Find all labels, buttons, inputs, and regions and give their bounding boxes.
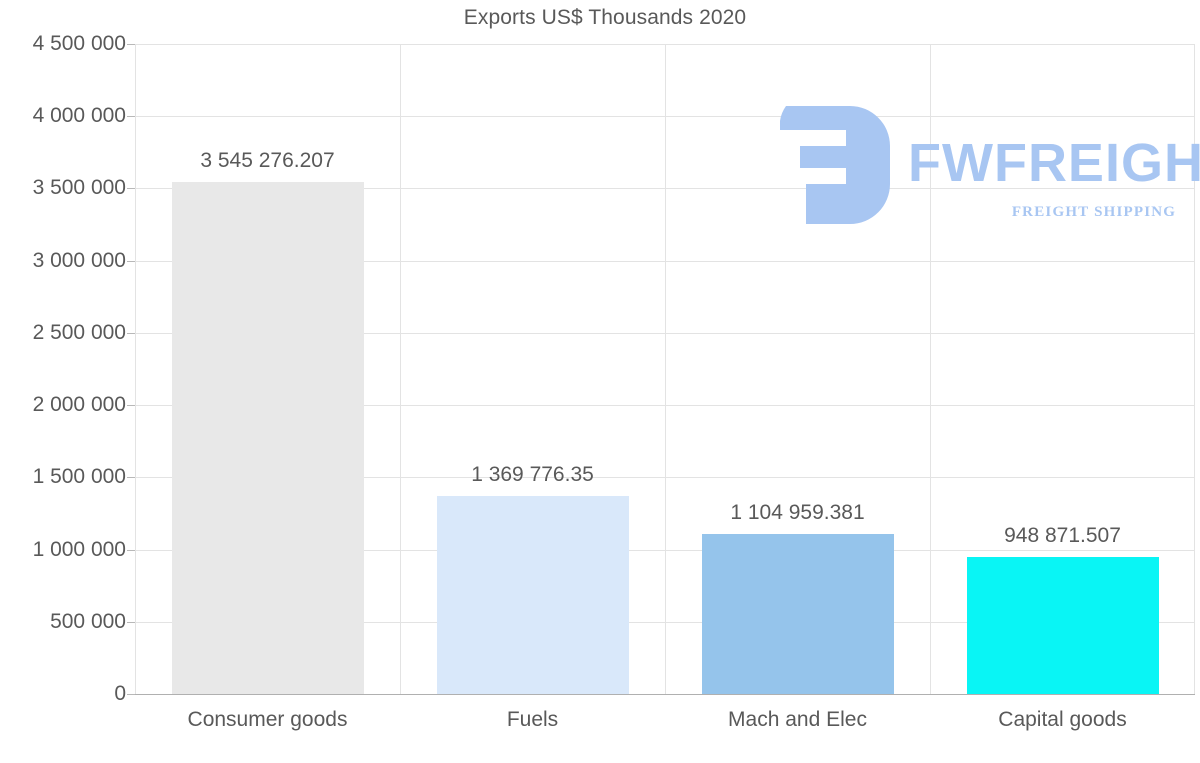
x-axis-tick-label: Mach and Elec xyxy=(728,708,867,731)
gridline-vertical xyxy=(1194,44,1195,694)
bar[interactable] xyxy=(171,181,364,694)
x-axis-tick-label: Consumer goods xyxy=(187,708,348,731)
x-axis-tick-label: Fuels xyxy=(506,708,559,731)
y-axis-tick-label: 2 500 000 xyxy=(32,320,126,344)
y-axis-tick-label: 500 000 xyxy=(50,609,126,633)
y-axis-tick-label: 0 xyxy=(114,682,126,705)
y-axis-tick-mark xyxy=(127,332,135,334)
y-axis-tick-label: 1 000 000 xyxy=(32,537,126,561)
gridline-vertical xyxy=(665,44,666,694)
gridline-vertical xyxy=(930,44,931,694)
bar[interactable] xyxy=(436,496,629,694)
plot-area: 3 545 276.207 1 369 776.35 1 104 959.381 94… xyxy=(135,44,1200,695)
x-axis-tick-label: Capital goods xyxy=(998,708,1127,731)
y-axis-tick-label: 4 500 000 xyxy=(32,32,126,55)
fwfreight-logo-icon xyxy=(780,106,890,224)
bar-value-label: 3 545 276.207 xyxy=(200,148,335,172)
bar-value-label: 948 871.507 xyxy=(1004,523,1121,547)
y-axis-tick-mark xyxy=(127,477,135,479)
bar-value-label: 1 369 776.35 xyxy=(471,463,594,487)
watermark-wordmark: FWFREIGHT xyxy=(908,133,1200,193)
y-axis-tick-mark xyxy=(127,116,135,118)
bar-value-label: 1 104 959.381 xyxy=(730,501,865,525)
bar[interactable] xyxy=(701,534,894,694)
gridline-vertical xyxy=(135,44,136,694)
chart-title-text: Exports US$ Thousands 2020 xyxy=(463,6,747,29)
bar[interactable] xyxy=(966,556,1159,694)
y-axis-tick-label: 1 500 000 xyxy=(32,465,126,489)
y-axis-tick-mark xyxy=(127,44,135,45)
gridline-vertical xyxy=(400,44,401,694)
y-axis-tick-label: 2 000 000 xyxy=(32,393,126,417)
y-axis-tick-mark xyxy=(127,405,135,407)
y-axis-tick-mark xyxy=(127,549,135,551)
y-axis-tick-label: 3 500 000 xyxy=(32,176,126,200)
y-axis-tick-mark xyxy=(127,260,135,262)
x-axis-baseline xyxy=(135,694,1195,695)
fwfreight-watermark: FWFREIGHT FREIGHT SHIPPING xyxy=(780,102,1200,227)
y-axis-tick-label: 3 000 000 xyxy=(32,248,126,272)
y-axis-tick-label: 4 000 000 xyxy=(32,104,126,128)
y-axis-tick-mark xyxy=(127,694,135,695)
chart-title: Exports US$ Thousands 2020 xyxy=(0,6,1200,30)
watermark-tagline: FREIGHT SHIPPING xyxy=(1011,204,1177,220)
y-axis-tick-mark xyxy=(127,188,135,190)
y-axis-tick-mark xyxy=(127,621,135,623)
